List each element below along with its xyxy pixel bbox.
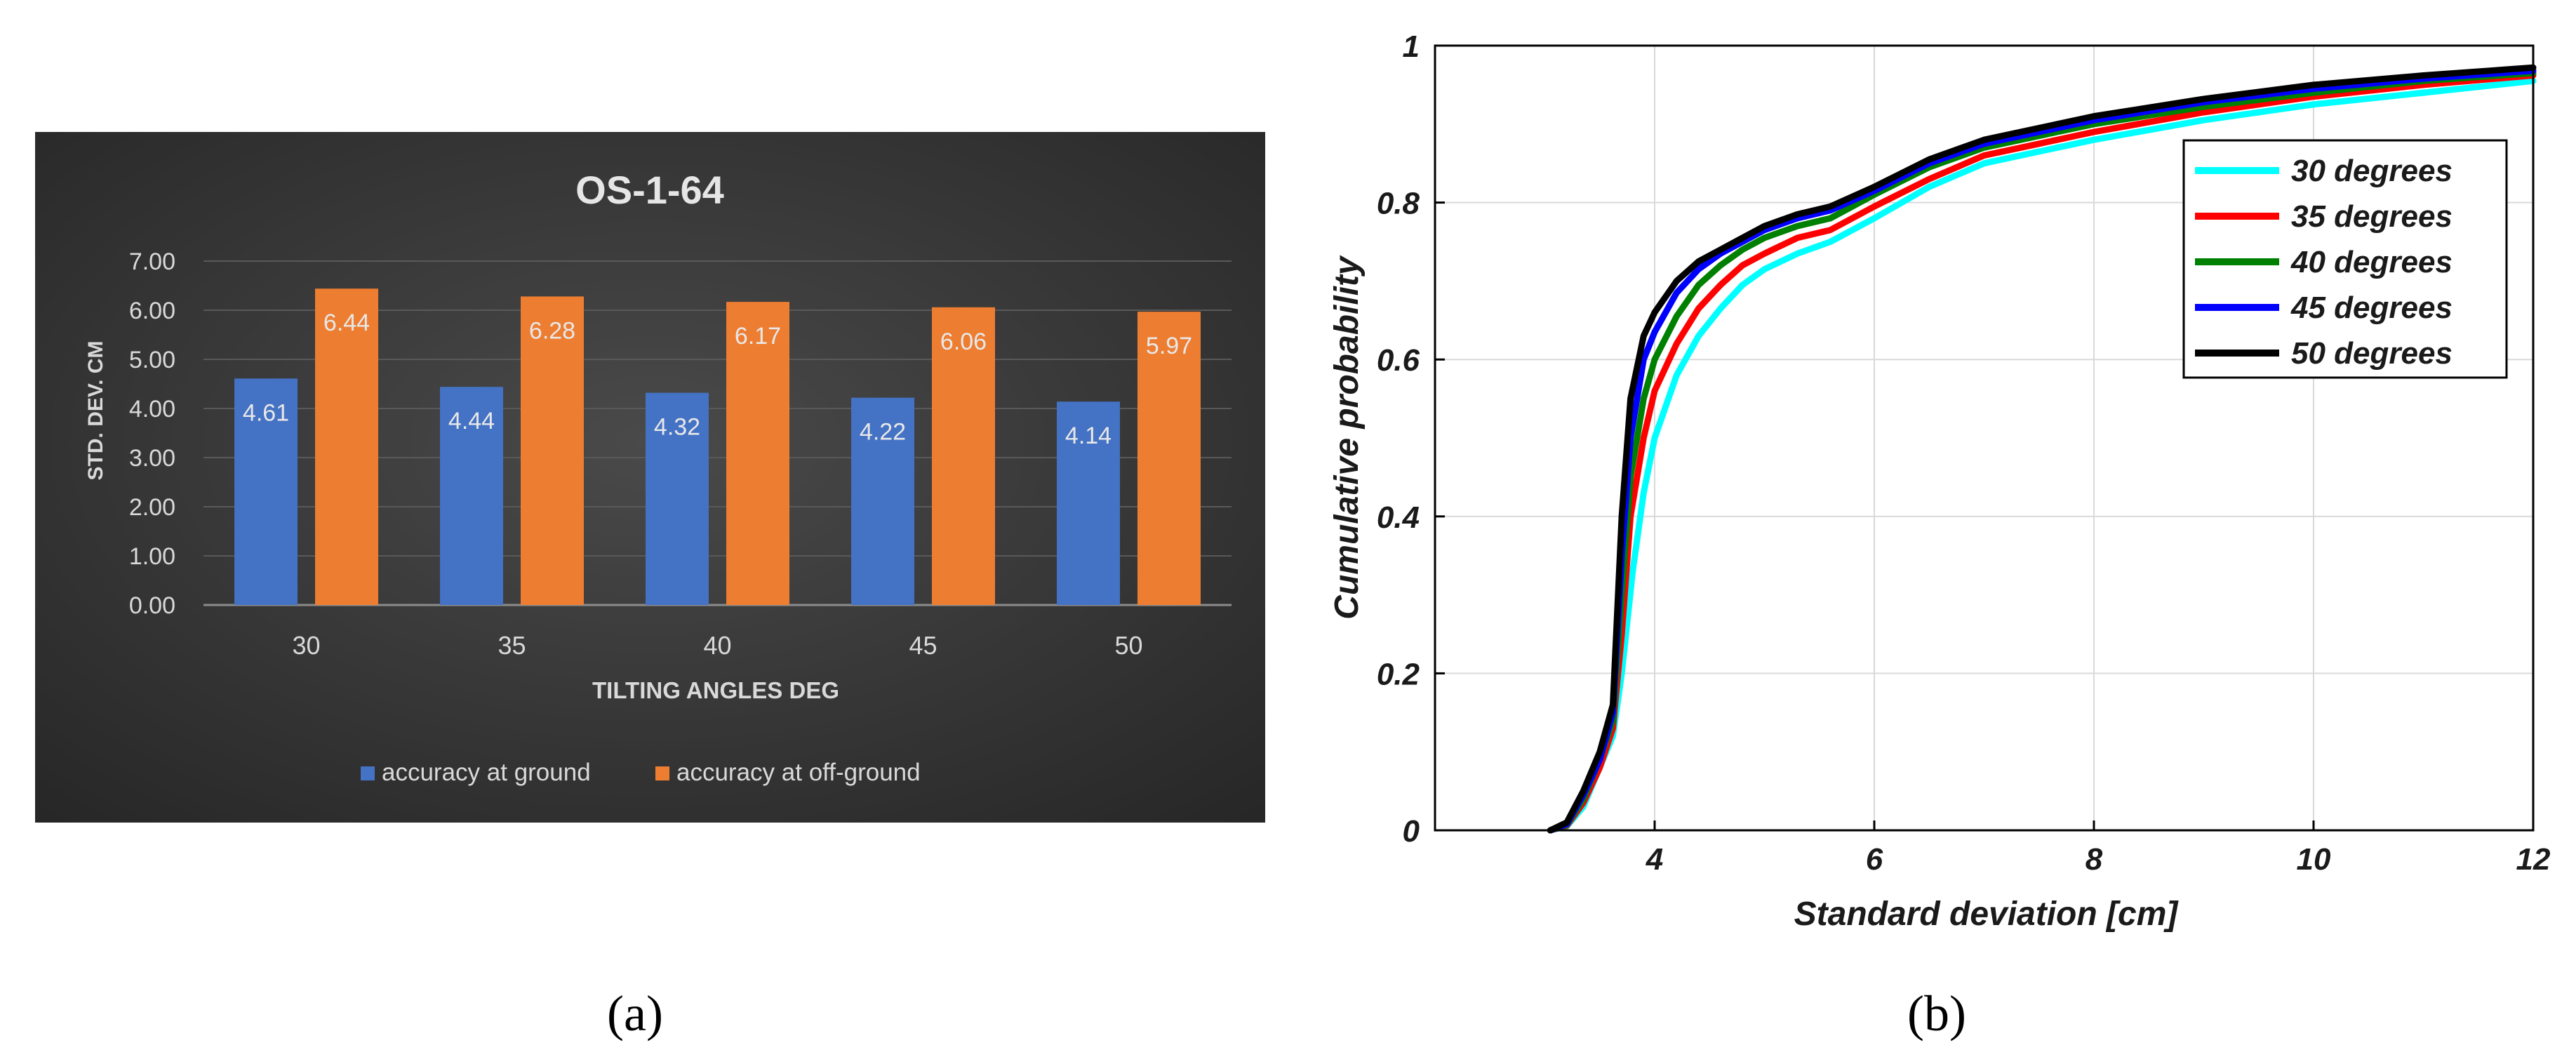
x-tick-label: 6 — [1866, 842, 1883, 877]
panel-a-bar-chart: OS-1-64 0.00 1.00 2.00 3.00 4.00 5.00 6.00 7.00… — [35, 132, 1265, 823]
y-tick-label: 3.00 — [129, 445, 175, 472]
legend-swatch-ground — [361, 766, 375, 780]
bar-ground — [440, 387, 503, 605]
bar-off-ground — [1137, 312, 1201, 605]
x-tick-label: 12 — [2516, 842, 2551, 877]
chart-a-y-ticks: 0.00 1.00 2.00 3.00 4.00 5.00 6.00 7.00 — [129, 248, 175, 619]
chart-b-x-ticks: 4 6 8 10 12 — [1646, 842, 2551, 877]
bar-data-label: 6.17 — [735, 323, 781, 350]
chart-b-axes-box — [1434, 44, 2535, 832]
chart-b-legend: 30 degrees 35 degrees 40 degrees 45 degrees… — [2182, 139, 2508, 379]
bar-data-label: 6.06 — [940, 328, 987, 355]
chart-b-x-axis-label: Standard deviation [cm] — [1794, 896, 2180, 933]
legend-label: 45 degrees — [2290, 291, 2452, 325]
legend-label: 35 degrees — [2291, 199, 2452, 234]
legend-swatch-off-ground — [655, 766, 669, 780]
panel-b-line-chart: 4 6 8 10 12 0 0.2 0.4 0.6 0.8 1 Standard deviatio… — [1328, 29, 2551, 933]
bar-data-label: 6.44 — [323, 310, 370, 336]
legend-label: 30 degrees — [2291, 154, 2452, 188]
y-tick-label: 0.00 — [129, 592, 175, 619]
chart-b-y-axis-label: Cumulative probability — [1328, 255, 1366, 620]
x-tick-label: 4 — [1646, 842, 1663, 877]
bar-data-label: 5.97 — [1146, 333, 1192, 359]
y-tick-label: 0.4 — [1377, 500, 1420, 535]
chart-b-y-ticks: 0 0.2 0.4 0.6 0.8 1 — [1377, 29, 1420, 849]
bar-ground — [1057, 401, 1120, 605]
bar-data-label: 6.28 — [529, 317, 575, 344]
bar-data-label: 4.32 — [654, 414, 700, 441]
chart-a-bars: 4.61 6.44 4.44 6.28 4.32 6.17 4.22 6.06 4.14 5.97 — [234, 288, 1201, 605]
chart-a-x-ticks: 30 35 40 45 50 — [292, 631, 1142, 660]
y-tick-label: 0.8 — [1377, 187, 1420, 221]
x-tick-label: 8 — [2086, 842, 2103, 877]
chart-b-lines — [1547, 64, 2537, 834]
bar-off-ground — [726, 302, 789, 605]
y-tick-label: 0.2 — [1377, 657, 1420, 691]
bar-off-ground — [315, 288, 378, 605]
y-tick-label: 0 — [1403, 814, 1420, 849]
chart-a-legend: accuracy at ground accuracy at off-groun… — [361, 759, 921, 786]
bar-ground — [646, 392, 709, 605]
x-tick-label: 30 — [292, 631, 320, 660]
y-tick-label: 7.00 — [129, 248, 175, 275]
chart-a-y-axis-label: STD. DEV. CM — [84, 341, 107, 481]
chart-a-x-axis-label: TILTING ANGLES DEG — [592, 677, 839, 703]
x-tick-label: 40 — [703, 631, 731, 660]
legend-label: 40 degrees — [2290, 245, 2452, 279]
y-tick-label: 1.00 — [129, 543, 175, 570]
bar-ground — [851, 397, 914, 605]
y-tick-label: 4.00 — [129, 396, 175, 423]
y-tick-label: 0.6 — [1377, 343, 1420, 378]
legend-label-ground: accuracy at ground — [382, 759, 591, 786]
bar-data-label: 4.44 — [448, 408, 495, 434]
x-tick-label: 10 — [2297, 842, 2331, 877]
chart-a-title: OS-1-64 — [575, 168, 724, 212]
y-tick-label: 5.00 — [129, 347, 175, 373]
legend-label: 50 degrees — [2291, 336, 2452, 371]
y-tick-label: 6.00 — [129, 298, 175, 324]
panel-label-a: (a) — [607, 985, 663, 1042]
bar-off-ground — [932, 307, 995, 605]
bar-data-label: 4.22 — [860, 419, 906, 446]
x-tick-label: 35 — [498, 631, 526, 660]
y-tick-label: 1 — [1403, 29, 1420, 64]
bar-data-label: 4.61 — [243, 399, 289, 426]
panel-label-b: (b) — [1907, 985, 1966, 1042]
line-series-50-degrees — [1547, 64, 2537, 834]
legend-label-off-ground: accuracy at off-ground — [676, 759, 921, 786]
y-tick-label: 2.00 — [129, 494, 175, 521]
x-tick-label: 45 — [909, 631, 937, 660]
bar-ground — [234, 378, 298, 605]
x-tick-label: 50 — [1114, 631, 1142, 660]
bar-data-label: 4.14 — [1065, 423, 1112, 449]
bar-off-ground — [521, 296, 584, 605]
